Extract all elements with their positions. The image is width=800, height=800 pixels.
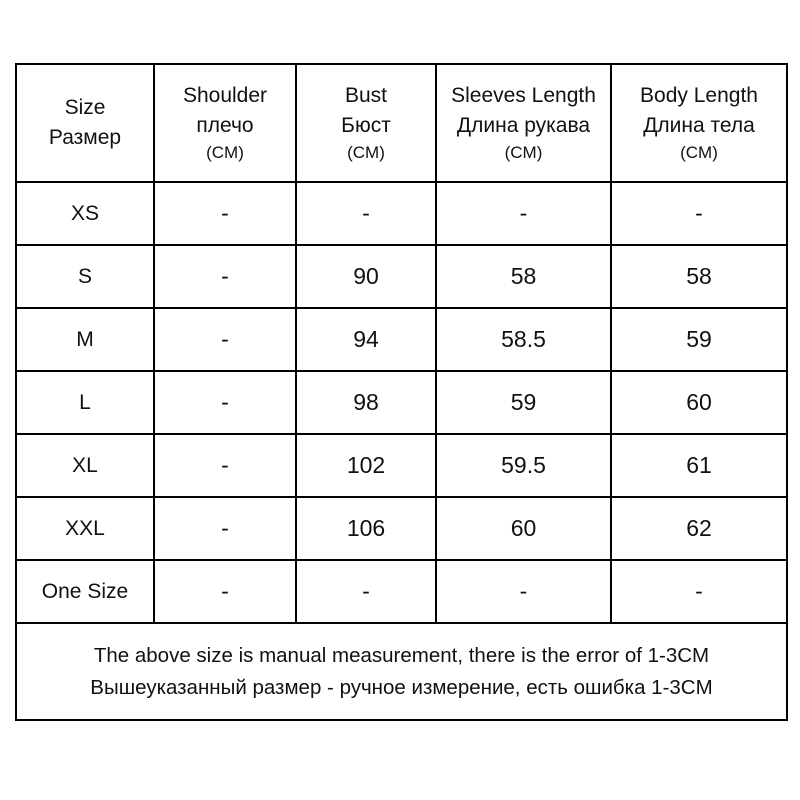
- table-row: XS - - - -: [15, 181, 788, 246]
- cell-bust: 90: [295, 244, 437, 309]
- cell-body-length: 59: [610, 307, 788, 372]
- cell-size: One Size: [15, 559, 155, 624]
- cell-sleeves-length: 59: [435, 370, 612, 435]
- cell-bust: 94: [295, 307, 437, 372]
- table-row: M -94 58.5 59: [15, 307, 788, 372]
- cell-body-length: 60: [610, 370, 788, 435]
- cell-body-length: 62: [610, 496, 788, 561]
- cell-size: S: [15, 244, 155, 309]
- cell-sleeves-length: 58: [435, 244, 612, 309]
- cell-sleeves-length: -: [435, 559, 612, 624]
- note-russian: Вышеуказанный размер - ручное измерение,…: [90, 675, 713, 699]
- cell-size: XL: [15, 433, 155, 498]
- table-row: XXL -106 60 62: [15, 496, 788, 561]
- cell-bust: 98: [295, 370, 437, 435]
- cell-bust: 102: [295, 433, 437, 498]
- cell-size: L: [15, 370, 155, 435]
- cell-body-length: 58: [610, 244, 788, 309]
- table-row: S -90 58 58: [15, 244, 788, 309]
- table-row: One Size - - - -: [15, 559, 788, 624]
- measurement-note: The above size is manual measurement, th…: [15, 622, 788, 721]
- cell-shoulder: -: [153, 496, 297, 561]
- cell-shoulder: -: [153, 433, 297, 498]
- note-row: The above size is manual measurement, th…: [15, 622, 788, 721]
- cell-sleeves-length: 58.5: [435, 307, 612, 372]
- cell-size: M: [15, 307, 155, 372]
- table-row: XL -102 59.5 61: [15, 433, 788, 498]
- size-chart-table: Size Размер Shoulder плечо (CM) Bust Бюст (CM…: [15, 63, 788, 721]
- cell-bust: 106: [295, 496, 437, 561]
- cell-sleeves-length: 60: [435, 496, 612, 561]
- cell-shoulder: -: [153, 307, 297, 372]
- cell-shoulder: -: [153, 181, 297, 246]
- cell-sleeves-length: -: [435, 181, 612, 246]
- header-size: Size Размер: [15, 63, 155, 183]
- header-bust: Bust Бюст (CM): [295, 63, 437, 183]
- note-english: The above size is manual measurement, th…: [93, 643, 710, 667]
- cell-body-length: -: [610, 181, 788, 246]
- cell-shoulder: -: [153, 370, 297, 435]
- header-row: Size Размер Shoulder плечо (CM) Bust Бюст (CM…: [15, 63, 788, 183]
- cell-body-length: -: [610, 559, 788, 624]
- header-body-length: Body Length Длина тела (CM): [610, 63, 788, 183]
- cell-shoulder: -: [153, 559, 297, 624]
- cell-body-length: 61: [610, 433, 788, 498]
- cell-size: XXL: [15, 496, 155, 561]
- header-shoulder: Shoulder плечо (CM): [153, 63, 297, 183]
- table-row: L -98 59 60: [15, 370, 788, 435]
- cell-shoulder: -: [153, 244, 297, 309]
- cell-size: XS: [15, 181, 155, 246]
- cell-bust: -: [295, 559, 437, 624]
- header-sleeves-length: Sleeves Length Длина рукава (CM): [435, 63, 612, 183]
- cell-bust: -: [295, 181, 437, 246]
- cell-sleeves-length: 59.5: [435, 433, 612, 498]
